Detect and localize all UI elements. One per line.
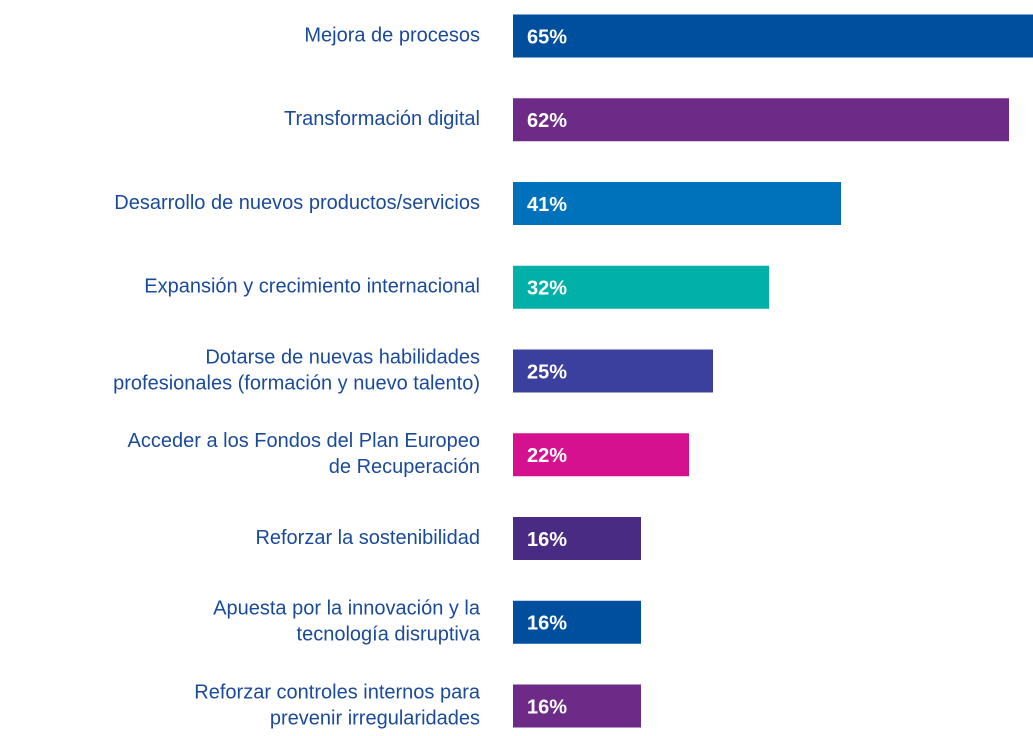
value-label: 16% — [527, 529, 567, 551]
bar — [513, 600, 641, 644]
bar — [513, 517, 641, 560]
bar — [513, 98, 1009, 142]
value-label: 65% — [527, 26, 567, 48]
value-label: 32% — [527, 278, 567, 300]
category-label: Expansión y crecimiento internacional — [144, 276, 480, 298]
bar — [513, 349, 713, 393]
category-label: prevenir irregularidades — [270, 707, 480, 729]
category-label: de Recuperación — [329, 456, 480, 478]
value-label: 41% — [527, 194, 567, 216]
category-label: Apuesta por la innovación y la — [213, 598, 481, 620]
bar — [513, 182, 841, 225]
category-label: Reforzar la sostenibilidad — [255, 527, 480, 549]
bar — [513, 14, 1033, 58]
bar — [513, 684, 641, 728]
category-label: profesionales (formación y nuevo talento… — [113, 372, 480, 394]
value-label: 62% — [527, 110, 567, 132]
bar — [513, 265, 769, 309]
value-label: 16% — [527, 696, 567, 718]
category-label: Acceder a los Fondos del Plan Europeo — [128, 430, 480, 452]
value-label: 25% — [527, 361, 567, 383]
value-label: 22% — [527, 445, 567, 467]
category-label: tecnología disruptiva — [297, 624, 481, 646]
category-label: Mejora de procesos — [304, 24, 480, 46]
category-label: Transformación digital — [284, 108, 480, 130]
value-label: 16% — [527, 613, 567, 635]
category-label: Reforzar controles internos para — [194, 681, 481, 703]
category-label: Desarrollo de nuevos productos/servicios — [114, 192, 480, 214]
category-label: Dotarse de nuevas habilidades — [205, 346, 480, 368]
bar — [513, 433, 689, 477]
